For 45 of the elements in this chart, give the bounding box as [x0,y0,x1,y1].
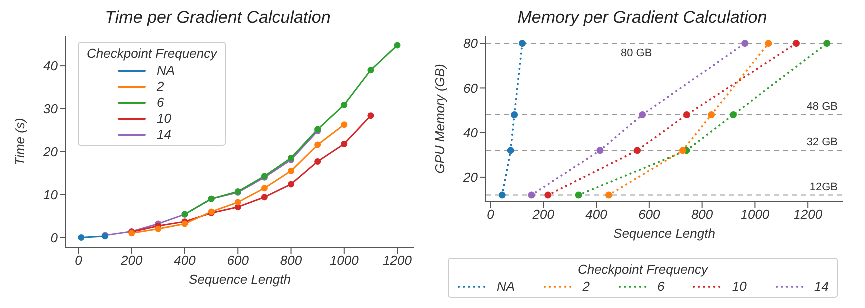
legend-label: 14 [157,127,172,142]
x-tick-label: 400 [174,253,197,268]
y-tick-label: 20 [42,144,59,160]
y-tick-label: 60 [464,80,479,96]
y-tick-label: 40 [44,58,59,74]
y-axis-title: GPU Memory (GB) [432,64,448,174]
x-tick-label: 1000 [740,207,770,222]
y-tick-label: 30 [44,102,59,117]
legend-label: 6 [157,95,164,110]
ref-line-label: 32 GB [806,136,838,149]
y-axis-title: Time (s) [12,118,28,166]
legend-label: 10 [157,111,172,126]
legend-label: 2 [157,79,164,94]
x-tick-label: 200 [532,207,556,222]
ref-line-label: 80 GB [621,47,652,60]
legend-label: 14 [814,279,829,294]
ref-line-label: 12GB [810,181,838,194]
x-axis-title: Sequence Length [189,272,291,287]
x-axis-title: Sequence Length [614,226,716,241]
x-tick-label: 1200 [794,207,824,222]
x-tick-label: 600 [638,207,662,222]
legend-label: NA [497,279,516,294]
x-tick-label: 800 [280,253,303,268]
x-tick-label: 200 [120,253,144,268]
y-tick-label: 0 [50,230,59,246]
legend-label: NA [157,63,176,78]
x-tick-label: 0 [487,207,496,222]
ref-line-label: 48 GB [806,100,838,113]
legend-label: 2 [582,279,590,294]
legend-label: 10 [732,279,747,294]
x-tick-label: 1000 [330,253,360,268]
y-tick-label: 40 [464,125,479,140]
legend-title: Checkpoint Frequency [576,262,710,277]
legend-label: 6 [658,279,665,294]
chart-title: Memory per Gradient Calculation [516,8,768,29]
chart-title: Time per Gradient Calculation [104,8,332,29]
x-tick-label: 400 [586,207,608,222]
y-tick-label: 10 [44,187,59,202]
x-tick-label: 600 [227,253,250,268]
y-tick-label: 80 [464,36,479,52]
x-tick-label: 0 [75,253,84,268]
x-tick-label: 1200 [383,253,413,268]
y-tick-label: 20 [462,170,479,186]
legend-title: Checkpoint Frequency [87,46,218,61]
x-tick-label: 800 [691,207,714,222]
